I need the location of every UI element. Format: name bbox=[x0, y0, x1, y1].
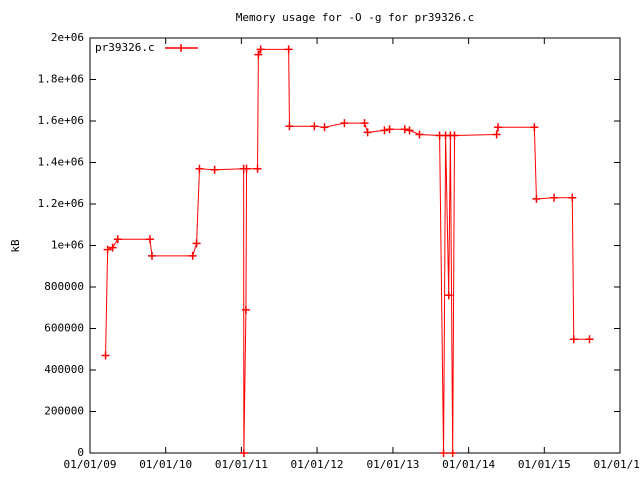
point-marker bbox=[530, 123, 539, 132]
point-marker bbox=[239, 449, 248, 457]
point-marker bbox=[568, 193, 577, 202]
point-marker bbox=[195, 164, 204, 173]
point-marker bbox=[210, 165, 219, 174]
point-marker bbox=[340, 119, 349, 128]
x-tick-label: 01/01/14 bbox=[442, 458, 495, 471]
point-marker bbox=[415, 130, 424, 139]
plot-frame bbox=[89, 37, 621, 454]
point-marker bbox=[380, 126, 389, 135]
legend-swatch bbox=[165, 44, 198, 52]
point-marker bbox=[550, 193, 559, 202]
point-marker bbox=[253, 164, 262, 173]
y-tick-label: 1.6e+06 bbox=[38, 114, 84, 127]
point-marker bbox=[108, 243, 117, 252]
y-tick-label: 1.4e+06 bbox=[38, 156, 84, 169]
point-marker bbox=[385, 125, 394, 134]
point-marker bbox=[450, 131, 459, 140]
point-marker bbox=[569, 335, 578, 344]
y-tick-label: 1.8e+06 bbox=[38, 73, 84, 86]
point-marker bbox=[532, 194, 541, 203]
y-tick-label: 1.2e+06 bbox=[38, 197, 84, 210]
y-tick-label: 200000 bbox=[44, 405, 84, 418]
point-marker bbox=[192, 239, 201, 248]
point-marker bbox=[101, 351, 110, 360]
point-marker bbox=[360, 119, 369, 128]
x-tick-label: 01/01/16 bbox=[594, 458, 640, 471]
point-marker bbox=[448, 449, 457, 457]
point-marker bbox=[256, 45, 265, 54]
point-marker bbox=[400, 125, 409, 134]
series-line bbox=[105, 48, 590, 454]
point-marker bbox=[103, 245, 112, 254]
x-tick-label: 01/01/12 bbox=[291, 458, 344, 471]
point-marker bbox=[405, 126, 414, 135]
x-tick-label: 01/01/11 bbox=[215, 458, 268, 471]
point-marker bbox=[320, 123, 329, 132]
point-marker bbox=[285, 122, 294, 131]
point-marker bbox=[145, 235, 154, 244]
y-tick-label: 1e+06 bbox=[51, 239, 84, 252]
point-marker bbox=[242, 164, 251, 173]
x-tick-label: 01/01/13 bbox=[366, 458, 419, 471]
point-marker bbox=[492, 130, 501, 139]
y-tick-label: 0 bbox=[77, 446, 84, 459]
chart-title: Memory usage for -O -g for pr39326.c bbox=[236, 11, 474, 24]
y-tick-label: 600000 bbox=[44, 322, 84, 335]
point-marker bbox=[147, 251, 156, 260]
x-tick-label: 01/01/09 bbox=[64, 458, 117, 471]
y-tick-label: 400000 bbox=[44, 363, 84, 376]
legend-label: pr39326.c bbox=[95, 41, 155, 54]
point-marker bbox=[439, 449, 448, 457]
point-marker bbox=[284, 45, 293, 54]
x-tick-label: 01/01/15 bbox=[518, 458, 571, 471]
y-axis-label: kB bbox=[9, 239, 22, 253]
y-tick-label: 2e+06 bbox=[51, 31, 84, 44]
point-marker bbox=[188, 251, 197, 260]
point-marker bbox=[254, 50, 263, 59]
point-marker bbox=[113, 235, 122, 244]
point-marker bbox=[444, 291, 453, 300]
point-marker bbox=[310, 122, 319, 131]
x-tick-label: 01/01/10 bbox=[139, 458, 192, 471]
point-marker bbox=[363, 128, 372, 137]
y-tick-label: 800000 bbox=[44, 280, 84, 293]
point-marker bbox=[494, 123, 503, 132]
point-marker bbox=[585, 335, 594, 344]
point-marker bbox=[241, 305, 250, 314]
